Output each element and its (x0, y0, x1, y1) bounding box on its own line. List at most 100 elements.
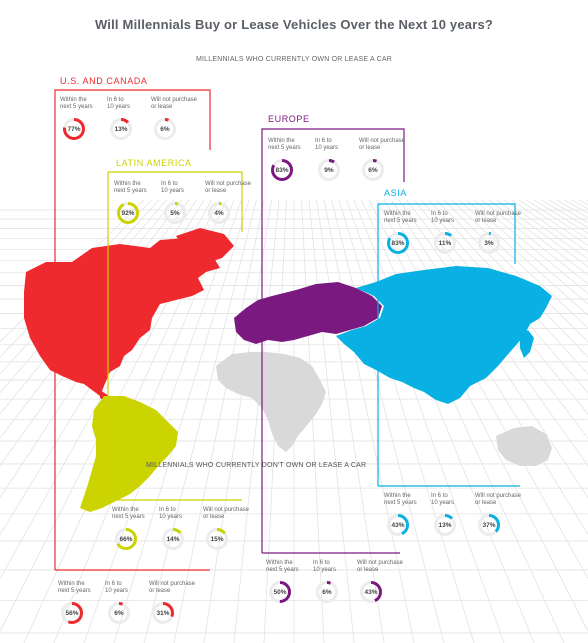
category-label: In 6 to 10 years (431, 211, 455, 224)
donut-arc-latin-america (115, 528, 137, 550)
category-label: In 6 to 10 years (161, 181, 185, 194)
donut-arc-europe (318, 159, 340, 181)
donut-arc-latin-america (117, 202, 139, 224)
percent-label: 3% (484, 240, 494, 247)
donut-arc-europe (362, 159, 384, 181)
donut-arc-europe (360, 581, 382, 603)
donut-arc-us-canada (108, 602, 130, 624)
chart-title: Will Millennials Buy or Lease Vehicles O… (94, 17, 494, 32)
percent-label: 37% (482, 522, 496, 529)
donut-chart (360, 581, 382, 603)
latin-america-bracket (108, 171, 243, 232)
percent-label: 13% (438, 522, 452, 529)
donut-arc-europe (271, 159, 293, 181)
region-title-latin-america: LATIN AMERICA (116, 158, 192, 168)
donut-arc-latin-america (164, 202, 186, 224)
category-label: In 6 to 10 years (107, 97, 131, 110)
category-label: Within the next 5 years (112, 507, 145, 520)
percent-label: 15% (210, 536, 224, 543)
percent-label: 14% (166, 536, 180, 543)
percent-label: 6% (368, 167, 378, 174)
panel-latin-america-own-col-0: Within the next 5 years 92% (114, 181, 164, 224)
panel-europe-own-col-0: Within the next 5 years 83% (268, 138, 318, 181)
percent-label: 4% (214, 210, 224, 217)
donut-chart (478, 514, 500, 536)
donut-arc-asia (478, 232, 500, 254)
percent-label: 92% (121, 210, 135, 217)
panel-asia-own-col-1: In 6 to 10 years 11% (431, 211, 481, 254)
asia-shape (336, 266, 552, 404)
region-title-europe: EUROPE (268, 114, 310, 124)
donut-chart (164, 202, 186, 224)
panel-us-canada-own-col-0: Within the next 5 years 77% (60, 97, 110, 140)
category-label: Will not purchase or lease (359, 138, 406, 151)
donut-arc-asia (434, 232, 456, 254)
category-label: Within the next 5 years (60, 97, 93, 110)
japan-shape (520, 330, 534, 358)
donut-chart (115, 528, 137, 550)
category-label: Will not purchase or lease (475, 211, 522, 224)
category-label: In 6 to 10 years (159, 507, 183, 520)
panel-europe-own-col-2: Will not purchase or lease 6% (359, 138, 409, 181)
category-label: Within the next 5 years (384, 211, 417, 224)
region-title-asia: ASIA (384, 188, 407, 198)
panel-asia-dont-own-col-1: In 6 to 10 years 13% (431, 493, 481, 536)
category-label: Within the next 5 years (114, 181, 147, 194)
category-label: Will not purchase or lease (205, 181, 252, 194)
africa-shape (216, 352, 326, 452)
donut-arc-asia (387, 232, 409, 254)
category-label: Will not purchase or lease (357, 560, 404, 573)
category-label: Will not purchase or lease (149, 581, 196, 594)
category-label: Will not purchase or lease (203, 507, 250, 520)
panel-europe-dont-own-col-0: Within the next 5 years 50% (266, 560, 316, 603)
donut-chart (154, 118, 176, 140)
donut-chart (318, 159, 340, 181)
continents (24, 228, 552, 512)
panel-europe-dont-own-col-1: In 6 to 10 years 6% (313, 560, 363, 603)
donut-arc-asia (387, 514, 409, 536)
percent-label: 13% (114, 126, 128, 133)
percent-label: 6% (322, 589, 332, 596)
donut-chart (434, 232, 456, 254)
category-label: In 6 to 10 years (315, 138, 339, 151)
panel-us-canada-own-col-1: In 6 to 10 years 13% (107, 97, 157, 140)
percent-label: 43% (391, 522, 405, 529)
percent-label: 77% (67, 126, 81, 133)
donut-arc-us-canada (63, 118, 85, 140)
donut-arc-us-canada (154, 118, 176, 140)
panel-asia-dont-own-col-0: Within the next 5 years 43% (384, 493, 434, 536)
donut-arc-asia (478, 514, 500, 536)
donut-chart (208, 202, 230, 224)
percent-label: 66% (119, 536, 133, 543)
region-brackets (54, 89, 520, 571)
percent-label: 6% (114, 610, 124, 617)
percent-label: 9% (324, 167, 334, 174)
donut-arc-us-canada (61, 602, 83, 624)
category-label: Within the next 5 years (266, 560, 299, 573)
donut-chart (63, 118, 85, 140)
percent-label: 50% (273, 589, 287, 596)
subtitle-own: MILLENNIALS WHO CURRENTLY OWN OR LEASE A… (195, 56, 393, 63)
donut-chart (362, 159, 384, 181)
donut-chart (387, 514, 409, 536)
category-label: Will not purchase or lease (475, 493, 522, 506)
donut-chart (110, 118, 132, 140)
panel-asia-dont-own-col-2: Will not purchase or lease 37% (475, 493, 525, 536)
south-america-shape (80, 396, 178, 512)
panel-europe-dont-own-col-2: Will not purchase or lease 43% (357, 560, 407, 603)
panel-latin-america-own-col-1: In 6 to 10 years 5% (161, 181, 211, 224)
north-america-shape (24, 238, 220, 396)
greenland-shape (176, 228, 234, 262)
region-title-us-canada: U.S. AND CANADA (60, 76, 148, 86)
donut-arc-europe (269, 581, 291, 603)
australia-shape (496, 426, 552, 466)
donut-arc-latin-america (206, 528, 228, 550)
donut-chart (152, 602, 174, 624)
donut-arc-us-canada (152, 602, 174, 624)
category-label: Within the next 5 years (58, 581, 91, 594)
panel-us-canada-dont-own-col-2: Will not purchase or lease 31% (149, 581, 199, 624)
donut-arc-latin-america (208, 202, 230, 224)
percent-label: 5% (170, 210, 180, 217)
category-label: In 6 to 10 years (431, 493, 455, 506)
percent-label: 83% (275, 167, 289, 174)
